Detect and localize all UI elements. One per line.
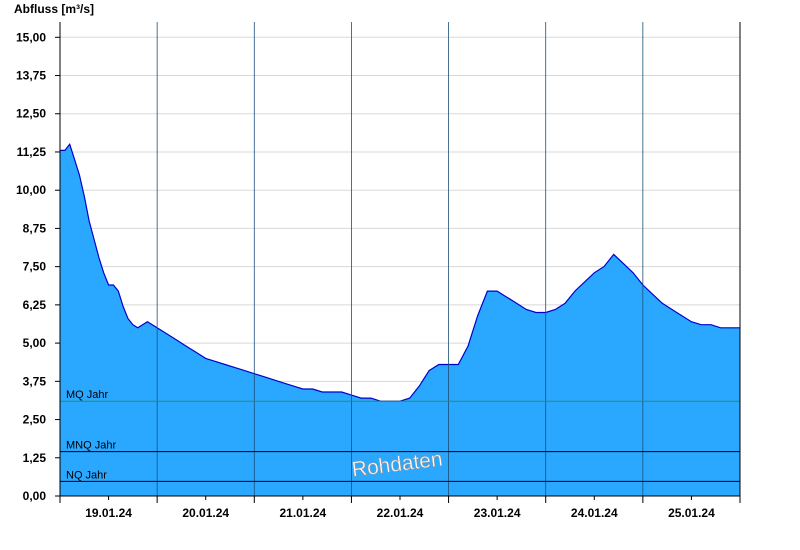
x-tick-label: 23.01.24 <box>474 506 521 520</box>
y-tick-label: 6,25 <box>23 298 47 312</box>
x-tick-label: 22.01.24 <box>377 506 424 520</box>
y-tick-label: 2,50 <box>23 413 47 427</box>
y-tick-label: 1,25 <box>23 451 47 465</box>
y-tick-label: 11,25 <box>17 145 47 159</box>
y-axis-title: Abfluss [m³/s] <box>14 2 94 16</box>
reference-label: MNQ Jahr <box>66 440 116 452</box>
day-dividers <box>156 22 644 496</box>
reference-label: MQ Jahr <box>66 389 109 401</box>
y-tick-label: 5,00 <box>23 336 47 350</box>
y-tick-label: 7,50 <box>23 260 47 274</box>
axes <box>55 22 741 503</box>
tick-labels: 0,00 1,25 2,50 3,75 5,00 6,25 7,50 8,75 10,00 11,… <box>16 30 715 520</box>
y-tick-label: 8,75 <box>23 221 47 235</box>
y-tick-label: 10,00 <box>16 183 46 197</box>
y-tick-label: 13,75 <box>16 69 46 83</box>
reference-lines: MQ Jahr MNQ Jahr NQ Jahr <box>60 389 740 482</box>
x-tick-label: 20.01.24 <box>182 506 229 520</box>
series-layer <box>60 143 740 497</box>
x-tick-label: 19.01.24 <box>85 506 132 520</box>
series-area <box>60 144 740 497</box>
x-tick-label: 25.01.24 <box>668 506 715 520</box>
y-tick-label: 15,00 <box>16 30 46 44</box>
reference-label: NQ Jahr <box>66 469 107 481</box>
y-tick-label: 3,75 <box>23 374 47 388</box>
x-tick-label: 24.01.24 <box>571 506 618 520</box>
y-tick-label: 12,50 <box>16 107 46 121</box>
x-tick-label: 21.01.24 <box>279 506 326 520</box>
y-tick-label: 0,00 <box>23 489 47 503</box>
